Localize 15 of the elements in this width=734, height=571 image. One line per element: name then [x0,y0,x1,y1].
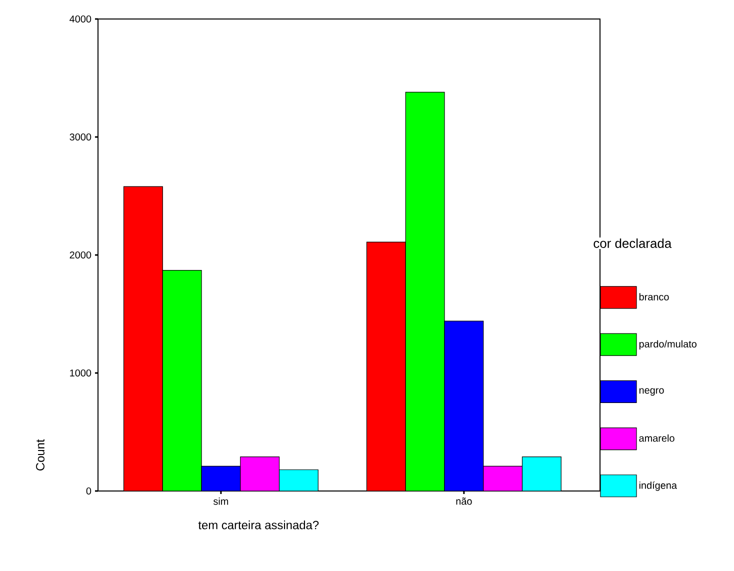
y-tick-label: 1000 [70,369,92,377]
legend-label: indígena [639,481,677,491]
y-tick-label: 0 [86,487,92,495]
y-tick-label: 3000 [70,133,92,141]
legend-label: amarelo [639,434,674,442]
x-axis-title: tem carteira assinada? [198,520,319,530]
y-tick-label: 4000 [70,15,92,23]
legend-label: negro [639,388,664,396]
x-tick-label: sim [213,498,228,505]
y-axis-title: Count [36,439,44,470]
x-tick-label: não [456,498,472,505]
legend-title: cor declarada [594,238,672,248]
legend-label: pardo/mulato [639,340,696,350]
y-tick-label: 2000 [70,251,92,259]
legend-label: branco [639,293,669,300]
